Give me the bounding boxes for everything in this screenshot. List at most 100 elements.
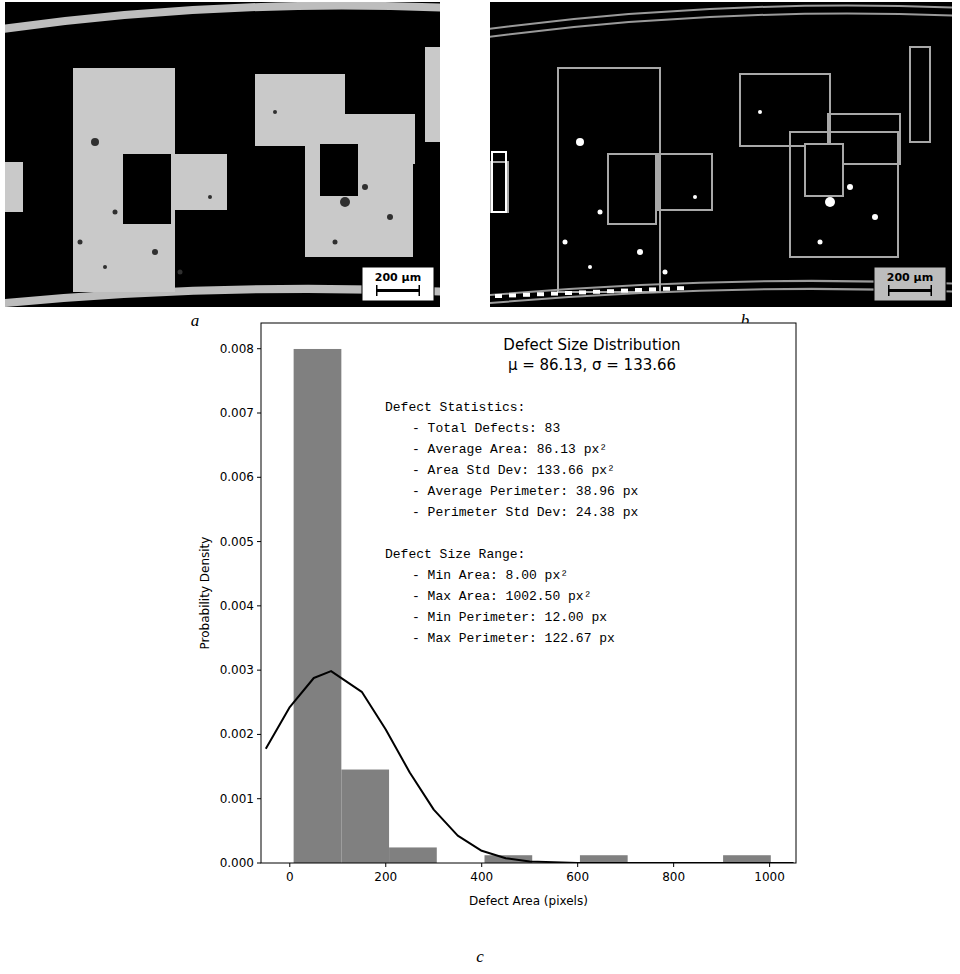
edge-spot bbox=[523, 293, 530, 297]
edge-spot bbox=[635, 288, 642, 292]
y-tick bbox=[257, 670, 261, 671]
edge-spot bbox=[565, 291, 572, 295]
defect-spot bbox=[387, 214, 393, 220]
y-tick-label: 0.006 bbox=[220, 470, 254, 484]
y-tick-label: 0.001 bbox=[220, 792, 254, 806]
stats-line: - Average Perimeter: 38.96 px bbox=[412, 484, 638, 499]
edge-spot bbox=[621, 289, 628, 293]
histogram-chart: 020040060080010000.0000.0010.0020.0030.0… bbox=[198, 323, 796, 908]
edge-spot bbox=[649, 287, 656, 291]
stats-heading: Defect Statistics: bbox=[385, 400, 525, 415]
pattern-pad bbox=[425, 47, 440, 142]
y-tick-label: 0.003 bbox=[220, 663, 254, 677]
defect-spot bbox=[872, 214, 878, 220]
edge-spot bbox=[593, 290, 600, 294]
pattern-pad bbox=[5, 162, 23, 212]
defect-spot bbox=[91, 138, 99, 146]
stats-line: - Perimeter Std Dev: 24.38 px bbox=[412, 505, 638, 520]
pattern-pad bbox=[910, 47, 930, 142]
y-tick bbox=[257, 413, 261, 414]
y-tick-label: 0.008 bbox=[220, 342, 254, 356]
x-tick-label: 400 bbox=[470, 870, 493, 884]
edge-spot bbox=[579, 290, 586, 294]
x-axis-title: Defect Area (pixels) bbox=[469, 894, 588, 908]
defect-spot bbox=[693, 195, 697, 199]
defect-spot bbox=[588, 265, 592, 269]
track-band bbox=[490, 6, 952, 30]
y-tick-label: 0.000 bbox=[220, 856, 254, 870]
defect-spot bbox=[103, 265, 107, 269]
scale-bar bbox=[888, 289, 932, 292]
panel-label: c bbox=[476, 947, 484, 966]
y-tick bbox=[257, 348, 261, 349]
pattern-hole bbox=[320, 144, 358, 196]
y-tick bbox=[257, 605, 261, 606]
edge-spot bbox=[537, 292, 544, 296]
pattern-pad bbox=[790, 132, 898, 257]
histogram-bar bbox=[389, 847, 437, 863]
defect-spot bbox=[178, 270, 183, 275]
x-tick-label: 0 bbox=[286, 870, 294, 884]
x-tick bbox=[769, 863, 770, 867]
figure: 200 µm200 µmabc020040060080010000.0000.0… bbox=[0, 0, 960, 974]
pattern-pad bbox=[73, 68, 175, 292]
plot-marks bbox=[266, 349, 794, 863]
pattern-pad bbox=[740, 74, 830, 146]
scale-bar-box bbox=[874, 267, 946, 301]
y-tick-label: 0.007 bbox=[220, 406, 254, 420]
histogram-bar bbox=[341, 770, 389, 863]
background bbox=[0, 0, 960, 974]
pattern-pad bbox=[558, 68, 660, 292]
histogram-bar bbox=[723, 855, 771, 863]
edge-outline bbox=[492, 152, 506, 212]
y-tick-label: 0.005 bbox=[220, 535, 254, 549]
defect-spot bbox=[333, 240, 338, 245]
contour-image: 200 µm bbox=[480, 2, 960, 307]
pattern-hole bbox=[805, 144, 843, 196]
panel-label: a bbox=[191, 311, 200, 330]
image-ground bbox=[490, 2, 952, 307]
x-tick bbox=[481, 863, 482, 867]
y-tick-label: 0.004 bbox=[220, 599, 254, 613]
density-curve bbox=[266, 671, 794, 863]
defect-spot bbox=[818, 240, 823, 245]
y-tick bbox=[257, 477, 261, 478]
pattern-hole bbox=[123, 154, 171, 224]
x-tick-label: 1000 bbox=[754, 870, 785, 884]
pattern-hole bbox=[608, 154, 656, 224]
edge-spot bbox=[607, 289, 614, 293]
edge-spot bbox=[495, 294, 502, 298]
x-tick-label: 200 bbox=[374, 870, 397, 884]
scale-bar-cap bbox=[888, 285, 890, 296]
x-tick bbox=[577, 863, 578, 867]
defect-spot bbox=[663, 270, 668, 275]
y-axis-title: Probability Density bbox=[198, 537, 212, 650]
x-tick bbox=[289, 863, 290, 867]
micrograph: 200 µm bbox=[0, 2, 450, 307]
stats-line: - Min Perimeter: 12.00 px bbox=[412, 610, 607, 625]
image-content bbox=[490, 6, 952, 304]
stats-line: - Max Area: 1002.50 px² bbox=[412, 589, 591, 604]
defect-spot bbox=[576, 138, 584, 146]
track-band bbox=[490, 14, 952, 38]
defect-spot bbox=[758, 110, 762, 114]
stats-line: - Area Std Dev: 133.66 px² bbox=[412, 463, 615, 478]
y-tick bbox=[257, 798, 261, 799]
track-band bbox=[5, 6, 440, 30]
stats-line: - Average Area: 86.13 px² bbox=[412, 442, 607, 457]
x-tick-label: 800 bbox=[662, 870, 685, 884]
defect-spot bbox=[78, 240, 83, 245]
plot-area bbox=[261, 323, 796, 863]
scale-bar bbox=[376, 289, 420, 292]
defect-spot bbox=[637, 249, 643, 255]
defect-spot bbox=[598, 210, 603, 215]
stats-line: - Min Area: 8.00 px² bbox=[412, 568, 568, 583]
scale-bar-label: 200 µm bbox=[887, 271, 933, 284]
edge-spot bbox=[509, 293, 516, 297]
chart-title: Defect Size Distribution bbox=[503, 336, 680, 354]
defect-spot bbox=[847, 184, 853, 190]
stats-line: - Max Perimeter: 122.67 px bbox=[412, 631, 615, 646]
image-content bbox=[5, 6, 440, 304]
x-tick bbox=[673, 863, 674, 867]
edge-spot bbox=[663, 287, 670, 291]
